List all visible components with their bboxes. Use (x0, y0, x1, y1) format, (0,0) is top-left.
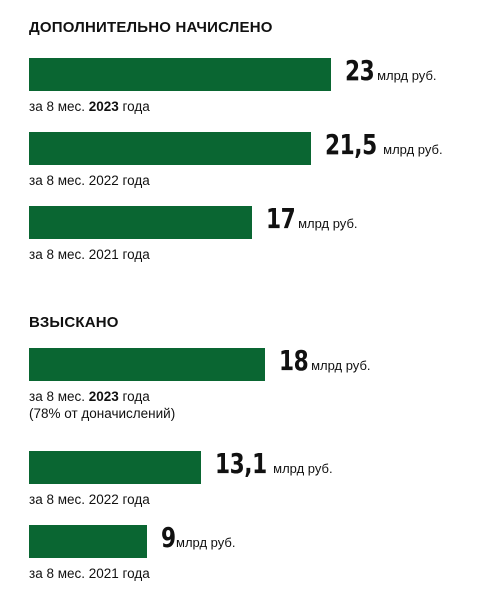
bar-value-label: 17 млрд руб. (266, 205, 358, 233)
bar-value: 9 (161, 521, 176, 554)
bar-caption: за 8 мес. 2022 года (29, 172, 150, 189)
bar (29, 206, 252, 239)
bar-value-label: 21,5 млрд руб. (325, 131, 443, 159)
bar-caption-line: за 8 мес. 2023 года (29, 99, 150, 114)
bar-unit: млрд руб. (298, 216, 358, 231)
bar-value: 18 (279, 344, 309, 377)
bar-caption: за 8 мес. 2023 года (29, 98, 150, 115)
bar (29, 451, 201, 484)
bar (29, 348, 265, 381)
bar-unit: млрд руб. (383, 142, 443, 157)
bar-value-label: 23 млрд руб. (345, 57, 437, 85)
bar-value-label: 18 млрд руб. (279, 347, 371, 375)
bar-caption-line: за 8 мес. 2023 года (29, 389, 150, 404)
bar-caption-note: (78% от доначислений) (29, 406, 176, 421)
bar-caption-year: 2023 (88, 389, 119, 404)
bar (29, 132, 311, 165)
bar-caption-line: за 8 мес. 2021 года (29, 247, 150, 262)
bar-caption: за 8 мес. 2022 года (29, 491, 150, 508)
bar-value-label: 9 млрд руб. (161, 524, 235, 552)
bar-unit: млрд руб. (176, 535, 236, 550)
bar-caption: за 8 мес. 2021 года (29, 565, 150, 582)
bar-caption-line: за 8 мес. 2022 года (29, 492, 150, 507)
bar-value: 17 (266, 202, 296, 235)
bar (29, 58, 331, 91)
bar-unit: млрд руб. (377, 68, 437, 83)
bar-caption: за 8 мес. 2021 года (29, 246, 150, 263)
bar-unit: млрд руб. (311, 358, 371, 373)
bar-value: 13,1 (215, 447, 267, 480)
bar-unit: млрд руб. (273, 461, 333, 476)
bar-value: 21,5 (325, 128, 377, 161)
bar-value-label: 13,1 млрд руб. (215, 450, 333, 478)
bar-caption-year: 2023 (88, 99, 119, 114)
bar-caption-line: за 8 мес. 2021 года (29, 566, 150, 581)
bar-caption: за 8 мес. 2023 года (78% от доначислений) (29, 388, 175, 422)
bar-value: 23 (345, 54, 375, 87)
section-title-collected: ВЗЫСКАНО (29, 314, 119, 331)
section-title-accrued: ДОПОЛНИТЕЛЬНО НАЧИСЛЕНО (29, 19, 273, 36)
bar-caption-line: за 8 мес. 2022 года (29, 173, 150, 188)
bar (29, 525, 147, 558)
